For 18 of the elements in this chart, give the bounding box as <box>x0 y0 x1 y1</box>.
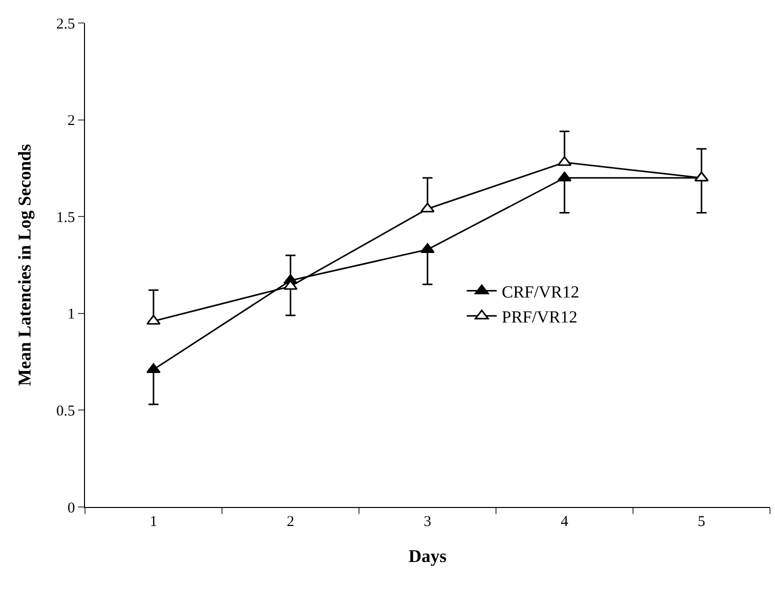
legend-label: CRF/VR12 <box>502 282 580 302</box>
x-tick-label: 4 <box>560 514 569 530</box>
point <box>146 314 161 325</box>
x-tick-label: 5 <box>698 514 706 530</box>
x-tick-label: 2 <box>286 514 294 530</box>
y-tick-label: 0.5 <box>56 403 75 420</box>
point <box>146 363 161 374</box>
y-tick-label: 1.5 <box>56 210 75 226</box>
x-axis-title: Days <box>408 546 447 566</box>
y-tick-label: 2 <box>68 113 75 130</box>
legend-label: PRF/VR12 <box>502 308 578 326</box>
x-tick-label: 3 <box>424 514 432 530</box>
y-tick-label: 1 <box>68 306 75 323</box>
x-tick-label: 1 <box>150 514 158 530</box>
y-tick-label: 0 <box>68 500 75 516</box>
y-tick-label: 2.5 <box>56 16 75 32</box>
point <box>420 243 435 254</box>
y-axis-title: Mean Latencies in Log Seconds <box>14 144 34 386</box>
